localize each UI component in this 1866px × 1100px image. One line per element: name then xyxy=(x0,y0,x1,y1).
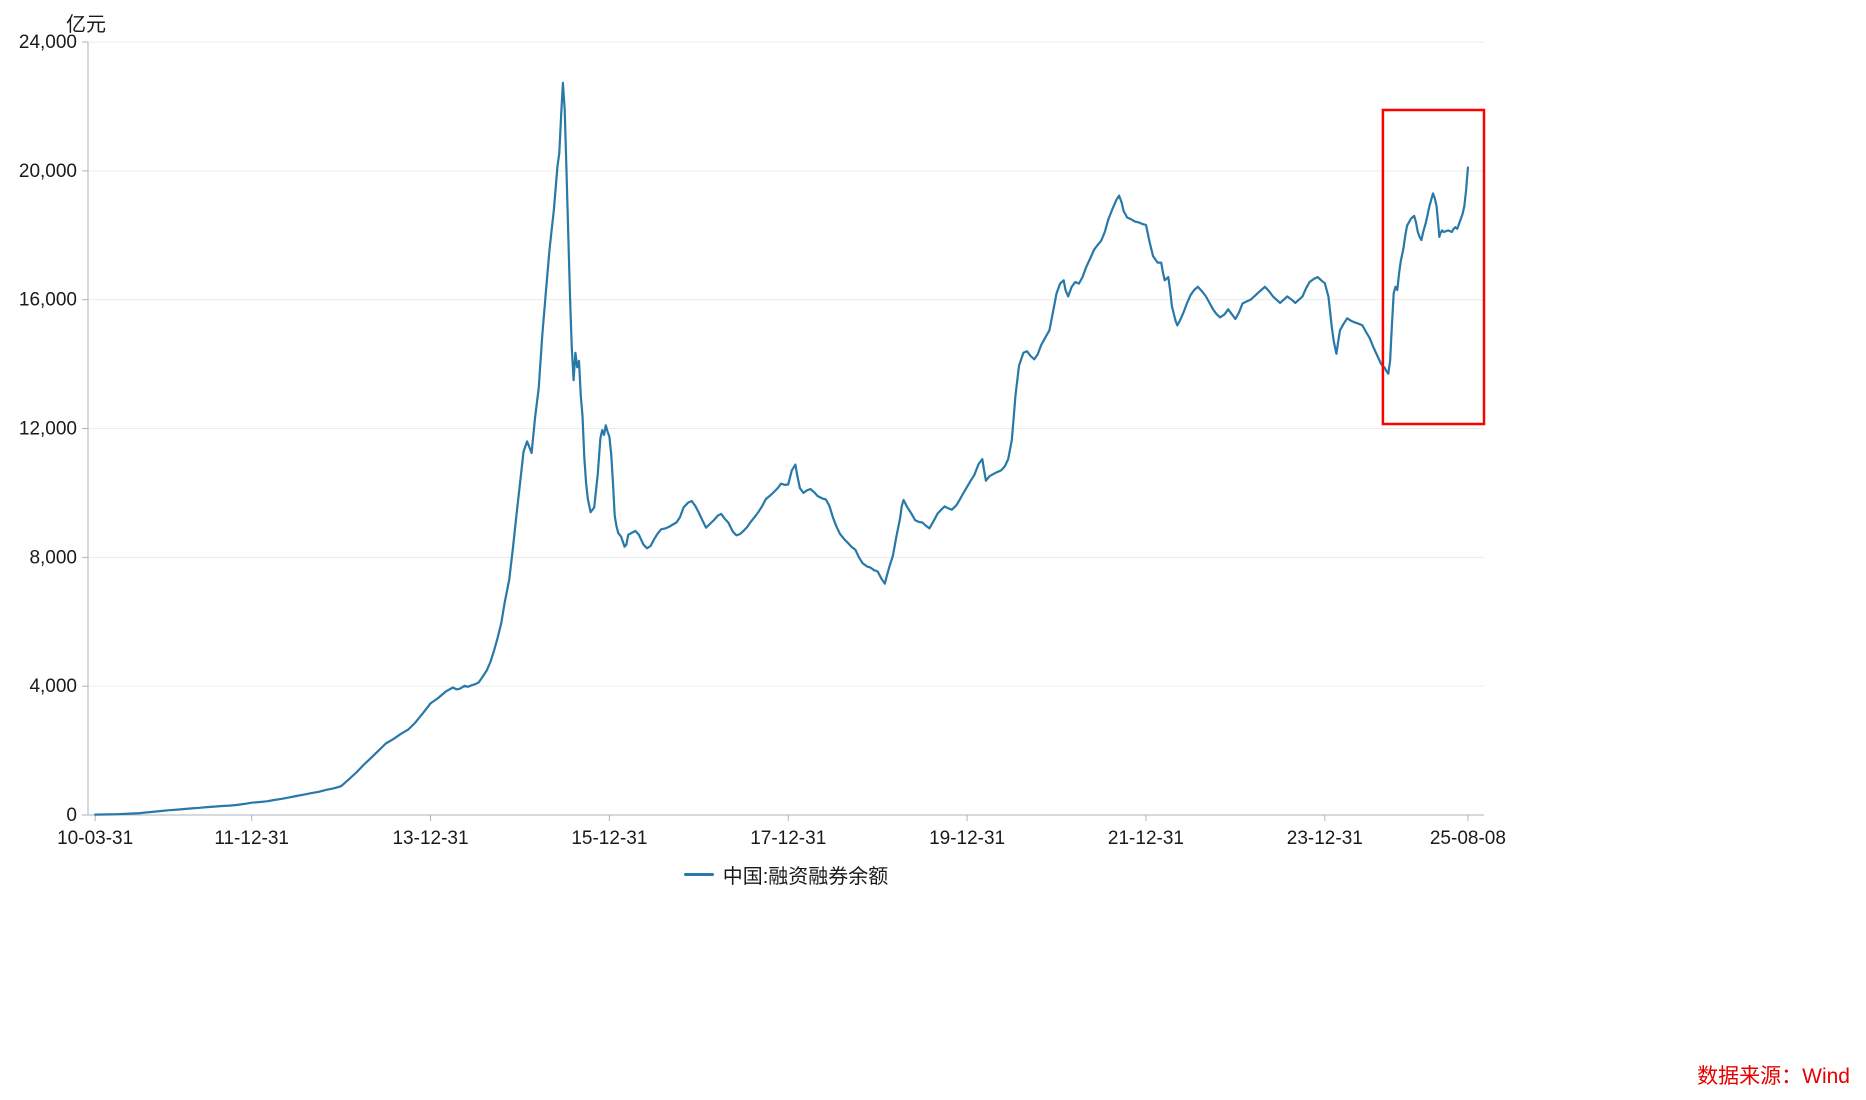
svg-text:10-03-31: 10-03-31 xyxy=(57,828,133,849)
svg-text:15-12-31: 15-12-31 xyxy=(571,828,647,849)
svg-text:16,000: 16,000 xyxy=(19,290,77,311)
svg-text:19-12-31: 19-12-31 xyxy=(929,828,1005,849)
svg-text:13-12-31: 13-12-31 xyxy=(392,828,468,849)
svg-text:21-12-31: 21-12-31 xyxy=(1108,828,1184,849)
svg-text:0: 0 xyxy=(66,805,77,826)
legend-line-swatch xyxy=(683,873,714,876)
svg-text:11-12-31: 11-12-31 xyxy=(214,828,289,849)
svg-text:17-12-31: 17-12-31 xyxy=(750,828,826,849)
svg-text:12,000: 12,000 xyxy=(19,419,77,440)
y-axis-unit-label: 亿元 xyxy=(66,14,106,36)
svg-text:25-08-08: 25-08-08 xyxy=(1430,828,1506,849)
svg-text:24,000: 24,000 xyxy=(19,32,77,53)
legend-series-label: 中国:融资融券余额 xyxy=(722,866,889,888)
svg-text:4,000: 4,000 xyxy=(29,676,77,697)
legend: 中国:融资融券余额 xyxy=(88,860,1484,889)
svg-text:20,000: 20,000 xyxy=(19,161,77,182)
svg-text:8,000: 8,000 xyxy=(29,547,77,568)
svg-text:23-12-31: 23-12-31 xyxy=(1287,828,1363,849)
data-source-label: 数据来源：Wind xyxy=(1697,1065,1850,1088)
